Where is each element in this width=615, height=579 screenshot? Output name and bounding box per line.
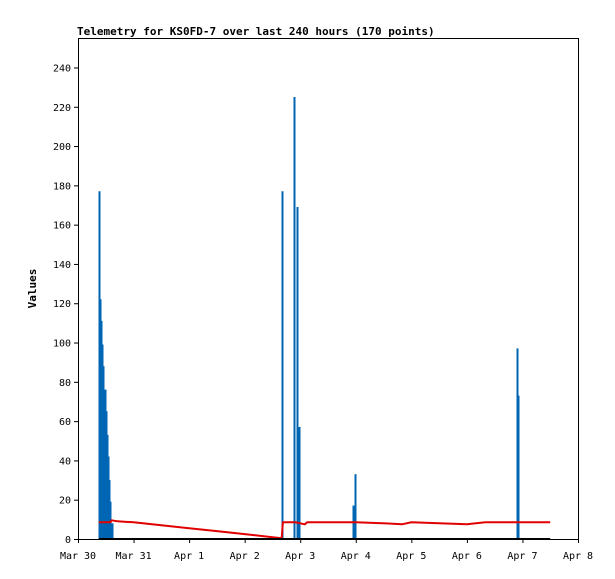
y-tick-label: 240 <box>53 63 71 74</box>
x-tick-label: Apr 6 <box>452 551 482 562</box>
y-tick-label: 160 <box>53 221 71 232</box>
plot-area-frame <box>78 38 579 540</box>
x-tick-label: Apr 2 <box>230 551 260 562</box>
x-axis: Mar 30 Mar 31 Apr 1 Apr 2 Apr 3 Apr 4 Apr 5 Apr… <box>60 539 593 562</box>
x-tick-label: Apr 4 <box>341 551 371 562</box>
y-tick-label: 120 <box>53 299 71 310</box>
line-series <box>98 519 551 540</box>
y-tick-label: 40 <box>59 456 71 467</box>
y-tick-label: 0 <box>65 535 71 546</box>
y-tick-label: 80 <box>59 378 71 389</box>
y-tick-label: 140 <box>53 260 71 271</box>
y-axis: 0 20 40 60 80 100 120 140 160 180 200 220 240 <box>53 63 78 546</box>
y-tick-label: 100 <box>53 339 71 350</box>
y-tick-label: 20 <box>59 496 71 507</box>
y-tick-label: 180 <box>53 181 71 192</box>
x-tick-label: Apr 1 <box>174 551 204 562</box>
y-axis-label: Values <box>26 269 39 309</box>
y-tick-label: 220 <box>53 103 71 114</box>
x-tick-label: Apr 8 <box>563 551 593 562</box>
x-tick-label: Mar 30 <box>60 551 96 562</box>
y-tick-label: 60 <box>59 417 71 428</box>
x-tick-label: Apr 5 <box>396 551 426 562</box>
x-tick-label: Apr 3 <box>285 551 315 562</box>
series-1-spikes <box>98 96 520 539</box>
x-tick-label: Apr 7 <box>507 551 537 562</box>
chart-title: Telemetry for KS0FD-7 over last 240 hour… <box>77 25 435 38</box>
x-tick-label: Mar 31 <box>115 551 151 562</box>
series-2-line <box>98 519 551 539</box>
y-tick-label: 200 <box>53 142 71 153</box>
